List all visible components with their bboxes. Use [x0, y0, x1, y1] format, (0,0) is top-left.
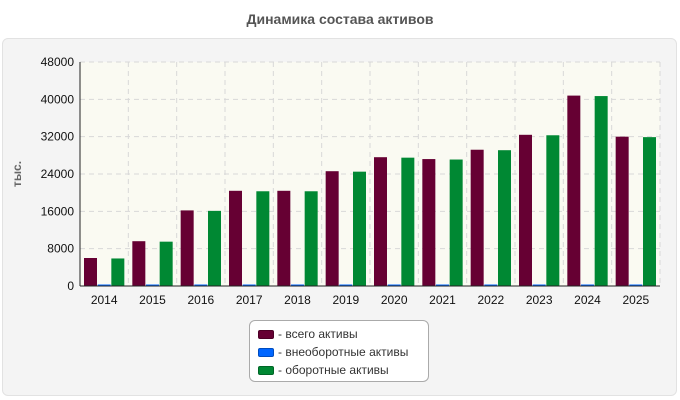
bar-current-assets-2025: [643, 137, 656, 286]
y-tick-label: 32000: [41, 130, 75, 144]
x-tick-label: 2021: [429, 293, 456, 307]
bar-total-assets-2020: [374, 157, 387, 286]
bar-noncurrent-assets-2017: [242, 284, 256, 286]
y-tick-label: 8000: [47, 242, 74, 256]
bar-total-assets-2023: [519, 134, 532, 286]
y-axis-label: тыс.: [10, 161, 24, 187]
bar-total-assets-2016: [180, 210, 194, 286]
bar-current-assets-2018: [304, 191, 318, 286]
legend-swatch-noncurrent-assets: [258, 347, 274, 357]
bar-total-assets-2021: [422, 159, 436, 286]
bar-noncurrent-assets-2018: [291, 284, 304, 286]
bar-noncurrent-assets-2023: [532, 284, 546, 286]
legend-item-current-assets: - оборотные активы: [258, 361, 428, 379]
bar-total-assets-2018: [277, 190, 291, 286]
bar-total-assets-2025: [615, 136, 629, 286]
x-tick-label: 2022: [477, 293, 504, 307]
legend-swatch-current-assets: [258, 365, 274, 375]
bar-current-assets-2015: [159, 241, 173, 286]
x-tick-label: 2015: [139, 293, 166, 307]
bar-current-assets-2024: [594, 96, 608, 286]
x-tick-label: 2017: [236, 293, 263, 307]
bar-current-assets-2016: [208, 210, 221, 286]
legend-item-noncurrent-assets: - внеоборотные активы: [258, 343, 428, 361]
bar-current-assets-2022: [498, 150, 511, 286]
chart-legend: - всего активы - внеоборотные активы - о…: [249, 320, 429, 382]
bar-current-assets-2020: [401, 157, 415, 286]
legend-label-current-assets: - оборотные активы: [278, 363, 389, 377]
legend-label-noncurrent-assets: - внеоборотные активы: [278, 345, 409, 359]
y-tick-label: 40000: [41, 92, 75, 106]
bar-total-assets-2024: [567, 95, 581, 286]
bar-total-assets-2014: [84, 258, 97, 286]
bar-noncurrent-assets-2015: [146, 284, 159, 286]
y-tick-label: 24000: [41, 167, 75, 181]
bar-noncurrent-assets-2019: [339, 284, 353, 286]
x-tick-label: 2016: [187, 293, 214, 307]
bar-total-assets-2015: [132, 241, 146, 286]
bar-current-assets-2019: [353, 171, 366, 286]
x-tick-label: 2020: [381, 293, 408, 307]
x-tick-label: 2018: [284, 293, 311, 307]
x-tick-label: 2024: [574, 293, 601, 307]
x-tick-label: 2025: [622, 293, 649, 307]
legend-label-total-assets: - всего активы: [278, 327, 358, 341]
x-tick-label: 2023: [526, 293, 553, 307]
bar-current-assets-2017: [256, 191, 270, 286]
bar-noncurrent-assets-2024: [581, 284, 594, 286]
bar-noncurrent-assets-2021: [436, 284, 449, 286]
bar-current-assets-2014: [111, 258, 125, 286]
bar-noncurrent-assets-2025: [629, 284, 643, 286]
y-tick-label: 0: [67, 279, 74, 293]
bar-noncurrent-assets-2016: [194, 284, 208, 286]
legend-swatch-total-assets: [258, 329, 274, 339]
bar-noncurrent-assets-2022: [484, 284, 498, 286]
bar-noncurrent-assets-2014: [97, 284, 111, 286]
x-tick-label: 2014: [91, 293, 118, 307]
x-tick-label: 2019: [332, 293, 359, 307]
legend-item-total-assets: - всего активы: [258, 325, 428, 343]
bar-total-assets-2017: [229, 190, 242, 286]
bar-current-assets-2023: [546, 135, 560, 286]
bar-current-assets-2021: [449, 159, 463, 286]
bar-noncurrent-assets-2020: [387, 284, 401, 286]
y-tick-label: 16000: [41, 204, 75, 218]
bar-total-assets-2022: [470, 149, 484, 286]
bar-total-assets-2019: [325, 171, 339, 286]
y-tick-label: 48000: [41, 55, 75, 69]
chart-title: Динамика состава активов: [246, 11, 434, 27]
